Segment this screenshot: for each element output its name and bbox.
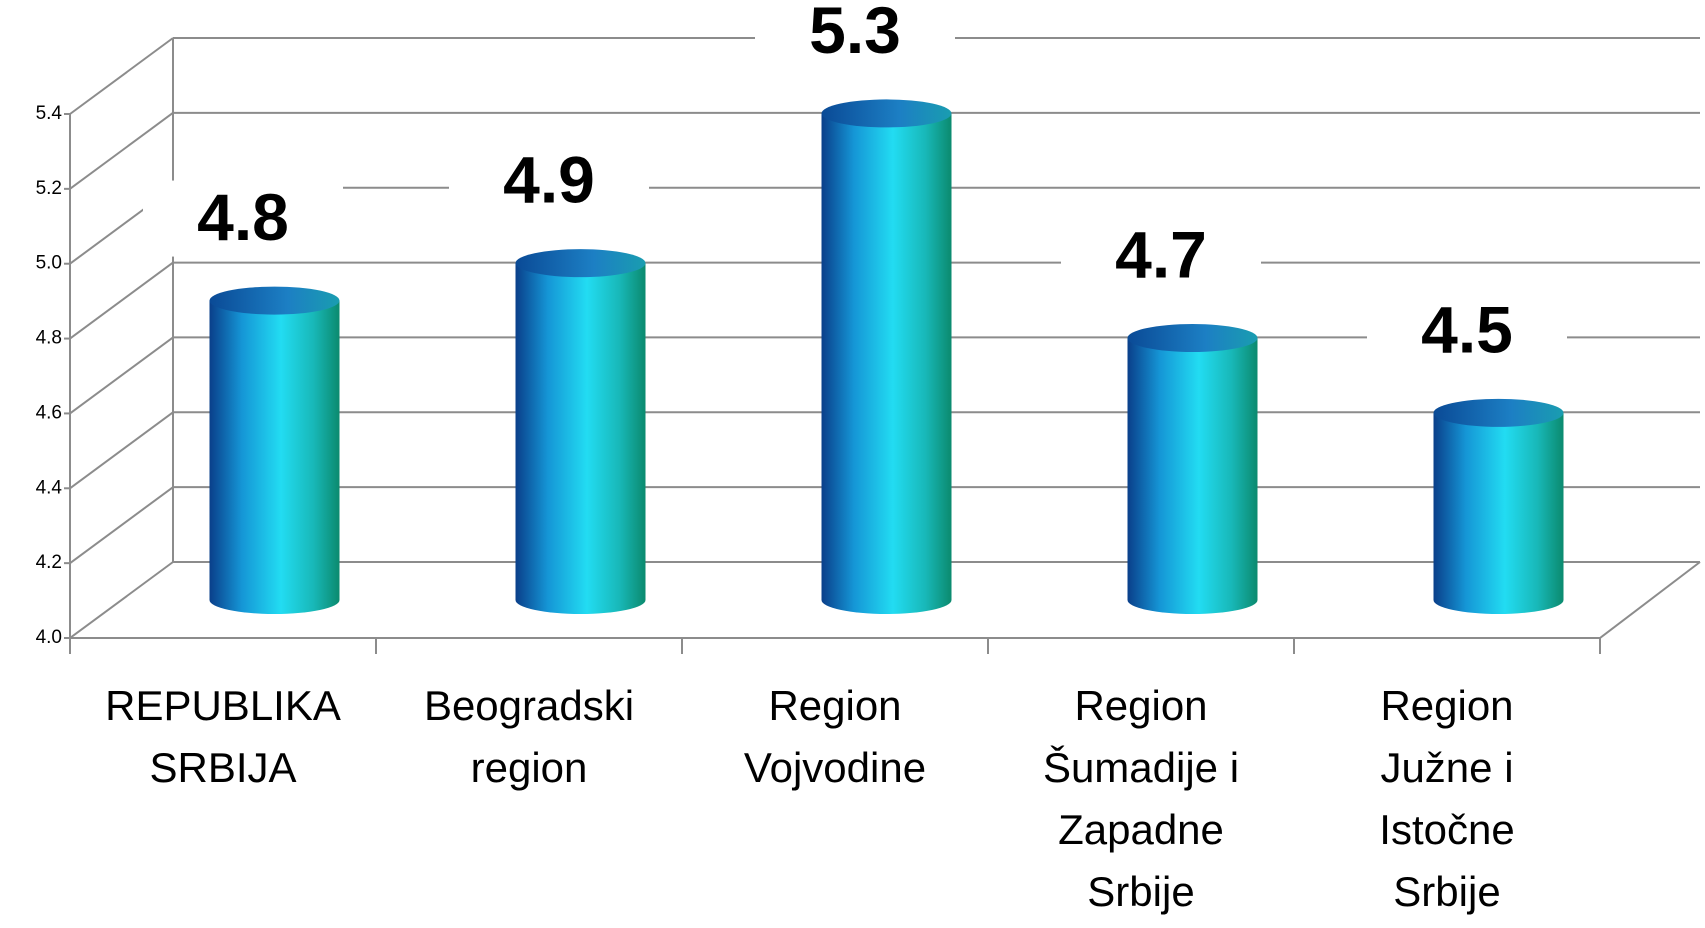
data-label: 4.5 (1421, 292, 1513, 366)
cylinder-top (515, 249, 646, 278)
y-tick-label: 5.0 (36, 253, 62, 274)
x-tick-label: Region Južne i Istočne Srbije (1379, 682, 1515, 915)
grid-line (69, 336, 174, 415)
cylinder-top (821, 99, 952, 128)
label-background (1367, 292, 1567, 369)
grid-line (69, 486, 174, 564)
data-label: 5.3 (809, 0, 901, 67)
bar: 4.9 (449, 143, 649, 614)
label-background (1061, 218, 1261, 294)
cylinder-top (209, 286, 340, 315)
cylinder-top (1127, 324, 1258, 352)
cylinder-body (1433, 412, 1564, 614)
grid-line (69, 261, 174, 340)
y-tick-label: 4.4 (36, 477, 63, 498)
x-tick-label: REPUBLIKA SRBIJA (105, 682, 341, 791)
bar: 4.5 (1367, 292, 1567, 614)
y-tick-label: 5.4 (36, 103, 63, 124)
grid-line (69, 561, 174, 639)
data-label: 4.7 (1115, 217, 1207, 291)
cylinder-body (1127, 338, 1258, 614)
x-tick-label: Beogradski region (423, 682, 635, 791)
label-background (755, 0, 955, 70)
x-tick-label: Region Vojvodine (743, 682, 927, 791)
data-label: 4.9 (503, 143, 595, 217)
y-tick-label: 4.0 (36, 627, 62, 648)
label-background (449, 143, 649, 220)
label-background (143, 180, 343, 257)
bar: 4.8 (143, 180, 343, 614)
y-tick-label: 4.2 (36, 552, 62, 573)
bar: 5.3 (755, 0, 955, 614)
y-tick-label: 5.2 (36, 178, 62, 199)
floor-edge (1599, 561, 1701, 639)
x-tick-label: Region Šumadije i Zapadne Srbije (1042, 682, 1240, 915)
grid-line (69, 37, 174, 115)
cylinder-body (209, 300, 340, 614)
cylinder-body (821, 113, 952, 614)
grid-line (69, 411, 174, 490)
y-tick-label: 4.6 (36, 402, 62, 423)
y-tick-label: 4.8 (36, 328, 62, 349)
data-label: 4.8 (197, 180, 289, 254)
grid-line (69, 112, 174, 190)
cylinder-body (515, 263, 646, 614)
cylinder-top (1433, 398, 1564, 427)
bar: 4.7 (1061, 217, 1261, 614)
